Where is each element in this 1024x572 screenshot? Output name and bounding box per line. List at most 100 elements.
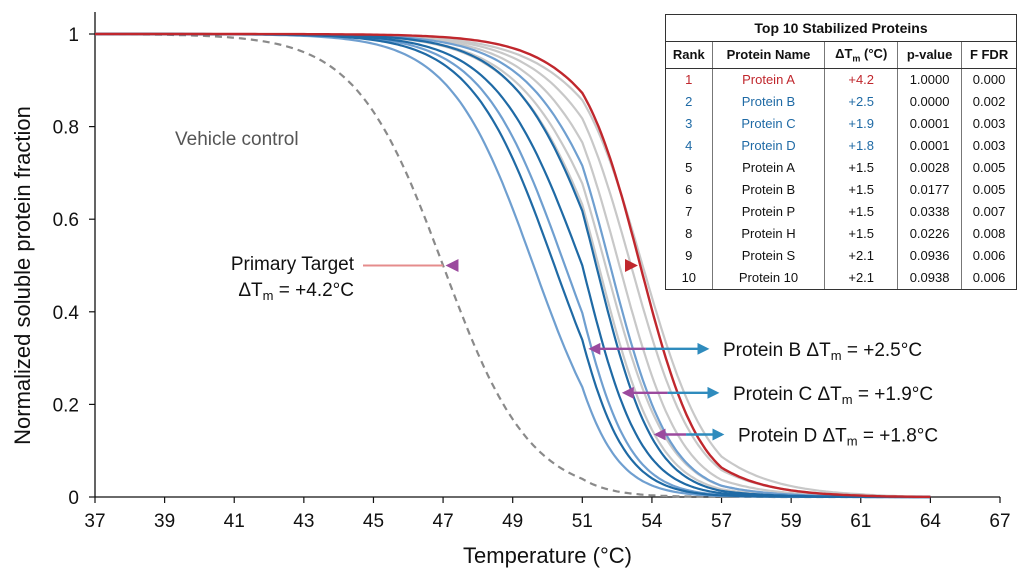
header-protein-name: Protein Name [712, 42, 826, 69]
cell-dtm: +1.5 [824, 156, 898, 179]
cell-pvalue: 0.0000 [897, 90, 963, 113]
x-tick-label: 39 [154, 511, 175, 532]
cell-fdr: 0.006 [972, 270, 1006, 286]
protein-dtm-label: Protein B ΔTm = +2.5°C [723, 340, 922, 363]
y-tick-label: 0 [68, 488, 79, 509]
dtm-suffix: = +1.8°C [858, 425, 938, 446]
cell-rank: 5 [666, 156, 713, 179]
table-row: 9 Protein S +2.1 0.0936 0.006 [666, 244, 1016, 267]
cell-rank: 3 [666, 112, 713, 135]
protein-dtm-label: Protein D ΔTm = +1.8°C [738, 425, 938, 448]
cell-protein-name: Protein A [712, 156, 826, 179]
x-tick-label: 37 [84, 511, 105, 532]
x-tick-label: 45 [363, 511, 384, 532]
cell-rank: 10 [666, 266, 713, 289]
x-tick-label: 67 [989, 511, 1010, 532]
cell-pvalue: 0.0001 [897, 134, 963, 157]
y-axis-title: Normalized soluble protein fraction [10, 106, 35, 445]
cell-protein-name: Protein P [712, 200, 826, 223]
cell-pvalue: 0.0226 [897, 222, 963, 245]
table-row: 1 Protein A +4.2 1.0000 0.000 [666, 68, 1016, 91]
cell-dtm: +4.2 [824, 68, 898, 91]
dtm-prefix: Protein B ΔT [723, 340, 831, 361]
table-row: 7 Protein P +1.5 0.0338 0.007 [666, 200, 1016, 223]
cell-rank: 1 [666, 68, 713, 91]
x-tick-label: 54 [641, 511, 663, 532]
y-tick-label: 0.6 [53, 210, 79, 231]
dtm-suffix: = +1.9°C [853, 384, 933, 405]
table-title: Top 10 Stabilized Proteins [666, 15, 1016, 42]
table-row: 10 Protein 10 +2.1 0.0938 0.006 [666, 266, 1016, 289]
dtm-prefix: Protein D ΔT [738, 425, 847, 446]
cell-protein-name: Protein B [712, 178, 826, 201]
series-line [95, 32, 931, 499]
cell-dtm: +2.1 [824, 266, 898, 289]
primary-target-label: Primary Target [231, 254, 355, 275]
vehicle-control-label: Vehicle control [175, 129, 299, 150]
cell-rank: 8 [666, 222, 713, 245]
y-tick-label: 0.4 [53, 303, 80, 324]
dtm-sub: m [263, 288, 274, 303]
cell-rank: 6 [666, 178, 713, 201]
protein-dtm-label: Protein C ΔTm = +1.9°C [733, 384, 933, 407]
x-tick-label: 59 [781, 511, 802, 532]
dtm-sub: m [847, 433, 858, 448]
x-tick-label: 61 [850, 511, 871, 532]
table-header-row: Rank Protein Name ΔTm (°C) p-value F FDR [666, 42, 1016, 69]
table-row: 4 Protein D +1.8 0.0001 0.003 [666, 134, 1016, 157]
x-tick-label: 43 [293, 511, 314, 532]
axes: 37 39 41 43 45 47 49 51 54 57 59 61 64 6700.20.40.60.… [10, 12, 1011, 568]
table-row: 6 Protein B +1.5 0.0177 0.005 [666, 178, 1016, 201]
cell-protein-name: Protein B [712, 90, 826, 113]
x-tick-label: 57 [711, 511, 732, 532]
cell-pvalue: 0.0177 [897, 178, 963, 201]
cell-dtm: +1.5 [824, 200, 898, 223]
header-pvalue: p-value [897, 42, 963, 69]
cell-protein-name: Protein D [712, 134, 826, 157]
y-tick-label: 1 [68, 25, 79, 46]
cell-dtm: +2.1 [824, 244, 898, 267]
cell-dtm: +1.8 [824, 134, 898, 157]
table-row: 2 Protein B +2.5 0.0000 0.002 [666, 90, 1016, 113]
y-tick-label: 0.8 [53, 118, 79, 139]
cell-rank: 2 [666, 90, 713, 113]
cell-fdr: 0.006 [972, 248, 1006, 264]
cell-dtm: +1.9 [824, 112, 898, 135]
cell-fdr: 0.000 [972, 72, 1006, 88]
cell-protein-name: Protein C [712, 112, 826, 135]
x-tick-label: 41 [224, 511, 245, 532]
header-dtm: ΔTm (°C) [824, 42, 898, 69]
cell-fdr: 0.008 [972, 226, 1006, 242]
table-row: 3 Protein C +1.9 0.0001 0.003 [666, 112, 1016, 135]
dtm-sub: m [831, 348, 842, 363]
cell-pvalue: 0.0938 [897, 266, 963, 289]
cell-rank: 7 [666, 200, 713, 223]
cell-rank: 4 [666, 134, 713, 157]
cell-pvalue: 1.0000 [897, 68, 963, 91]
cell-protein-name: Protein A [712, 68, 826, 91]
dtm-prefix: Protein C ΔT [733, 384, 842, 405]
cell-fdr: 0.003 [972, 138, 1006, 154]
cell-dtm: +1.5 [824, 222, 898, 245]
cell-pvalue: 0.0338 [897, 200, 963, 223]
dtm-suffix: = +4.2°C [274, 280, 354, 301]
cell-fdr: 0.005 [972, 160, 1006, 176]
primary-target-dtm-label: ΔTm = +4.2°C [238, 280, 354, 303]
x-tick-label: 64 [920, 511, 942, 532]
dtm-suffix: = +2.5°C [842, 340, 922, 361]
curves [95, 32, 931, 499]
x-tick-label: 51 [572, 511, 593, 532]
cell-dtm: +2.5 [824, 90, 898, 113]
cell-protein-name: Protein S [712, 244, 826, 267]
cell-dtm: +1.5 [824, 178, 898, 201]
cell-pvalue: 0.0936 [897, 244, 963, 267]
x-tick-label: 47 [433, 511, 454, 532]
header-fdr: F FDR [961, 42, 1016, 69]
cell-fdr: 0.002 [972, 94, 1006, 110]
cell-fdr: 0.007 [972, 204, 1006, 220]
cell-fdr: 0.003 [972, 116, 1006, 132]
table-row: 5 Protein A +1.5 0.0028 0.005 [666, 156, 1016, 179]
dtm-prefix: ΔT [238, 280, 263, 301]
